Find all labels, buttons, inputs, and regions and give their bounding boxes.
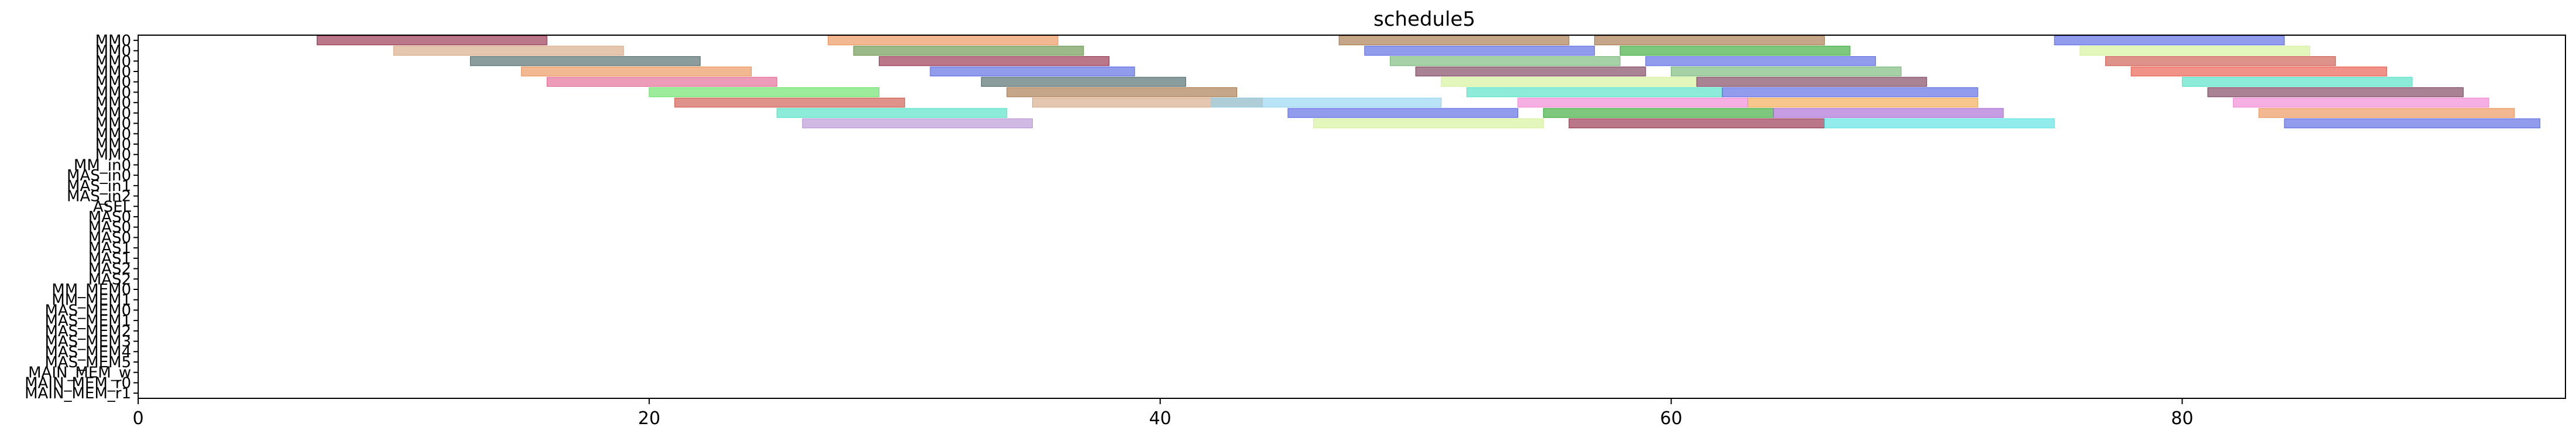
y-tick-label: MAS_in2	[67, 188, 131, 206]
task-bar	[2258, 108, 2515, 118]
y-tick-label: MM_MEM0	[52, 281, 131, 299]
task-bar	[1824, 118, 2055, 128]
task-bar	[1415, 66, 1646, 77]
task-bar	[316, 35, 547, 46]
task-bar	[546, 77, 777, 87]
task-bar	[802, 118, 1033, 128]
task-bar	[2207, 87, 2464, 97]
y-tick-label: MAS2	[88, 271, 131, 288]
task-bar	[1313, 118, 1544, 128]
task-bar	[879, 56, 1109, 66]
y-tick-label: MAIN_MEM_r1	[25, 385, 131, 402]
task-bar	[1568, 118, 1825, 128]
y-tick-label: MAS1	[88, 250, 131, 268]
chart-title: schedule5	[1373, 8, 1475, 31]
task-bar	[1211, 97, 1442, 108]
x-tick-label: 20	[638, 408, 660, 429]
x-tick-label: 0	[132, 408, 143, 429]
task-bar	[393, 46, 624, 56]
y-tick-label: MAS_MEM3	[44, 333, 131, 351]
y-tick-label: MM0	[95, 84, 131, 101]
task-bar	[2080, 46, 2311, 56]
y-tick-label: MAS0	[88, 209, 131, 226]
y-tick-label: MM0	[95, 146, 131, 164]
task-bar	[649, 87, 880, 97]
task-bar	[1696, 77, 1927, 87]
task-bar	[1747, 97, 1978, 108]
task-bar	[470, 56, 701, 66]
y-tick-label: MM_MEM1	[52, 292, 131, 309]
task-bar	[2105, 56, 2336, 66]
y-tick-label: MAS_in1	[67, 177, 131, 195]
y-tick-label: MM0	[95, 115, 131, 133]
task-bar	[1338, 35, 1570, 46]
task-bar	[1466, 87, 1723, 97]
y-tick-label: MAS_MEM4	[44, 343, 131, 361]
y-tick-label: ASEL	[93, 198, 132, 216]
task-bar	[521, 66, 752, 77]
y-tick-label: MM0	[95, 125, 131, 143]
y-tick-label: MM0	[95, 32, 131, 50]
task-bar	[827, 35, 1059, 46]
plot-frame	[138, 35, 2566, 399]
y-tick-label: MM0	[95, 136, 131, 153]
y-tick-label: MAIN_MEM_w	[28, 364, 131, 382]
task-bar	[1722, 87, 1978, 97]
y-tick-label: MAS0	[88, 219, 131, 237]
y-tick-label: MM0	[95, 94, 131, 112]
task-bar	[1517, 97, 1748, 108]
y-tick-label: MM0	[95, 74, 131, 91]
task-bars	[316, 35, 2540, 128]
x-tick-label: 60	[1660, 408, 1682, 429]
y-axis: MM0MM0MM0MM0MM0MM0MM0MM0MM0MM0MM0MM0MM_i…	[25, 32, 138, 402]
y-tick-label: MAIN_MEM_r0	[25, 374, 131, 392]
y-tick-label: MAS_MEM2	[44, 323, 131, 340]
y-tick-label: MM0	[95, 105, 131, 122]
task-bar	[1543, 108, 1774, 118]
y-tick-label: MAS2	[88, 261, 131, 278]
y-tick-label: MAS_MEM0	[44, 302, 131, 319]
task-bar	[1287, 108, 1519, 118]
y-tick-label: MAS_MEM1	[44, 312, 131, 330]
task-bar	[853, 46, 1084, 56]
task-bar	[2284, 118, 2540, 128]
y-tick-label: MM0	[95, 43, 131, 60]
y-tick-label: MAS_MEM5	[44, 354, 131, 371]
task-bar	[776, 108, 1008, 118]
y-tick-label: MM0	[95, 53, 131, 70]
task-bar	[2181, 77, 2413, 87]
task-bar	[1671, 66, 1902, 77]
task-bar	[1364, 46, 1595, 56]
task-bar	[2130, 66, 2387, 77]
y-tick-label: MM_in0	[74, 156, 131, 174]
task-bar	[1594, 35, 1825, 46]
task-bar	[1619, 46, 1851, 56]
x-tick-label: 40	[1149, 408, 1171, 429]
task-bar	[981, 77, 1186, 87]
y-tick-label: MM0	[95, 63, 131, 81]
task-bar	[930, 66, 1135, 77]
x-axis: 0 20 40 60 80	[132, 398, 2193, 429]
y-tick-label: MAS1	[88, 240, 131, 257]
y-tick-label: MAS0	[88, 229, 131, 247]
task-bar	[1006, 87, 1238, 97]
y-tick-label: MAS_in0	[67, 167, 131, 185]
task-bar	[1389, 56, 1621, 66]
task-bar	[2233, 97, 2489, 108]
task-bar	[674, 97, 905, 108]
task-bar	[1773, 108, 2004, 118]
task-bar	[2054, 35, 2285, 46]
task-bar	[1645, 56, 1876, 66]
task-bar	[1441, 77, 1697, 87]
x-tick-label: 80	[2171, 408, 2193, 429]
